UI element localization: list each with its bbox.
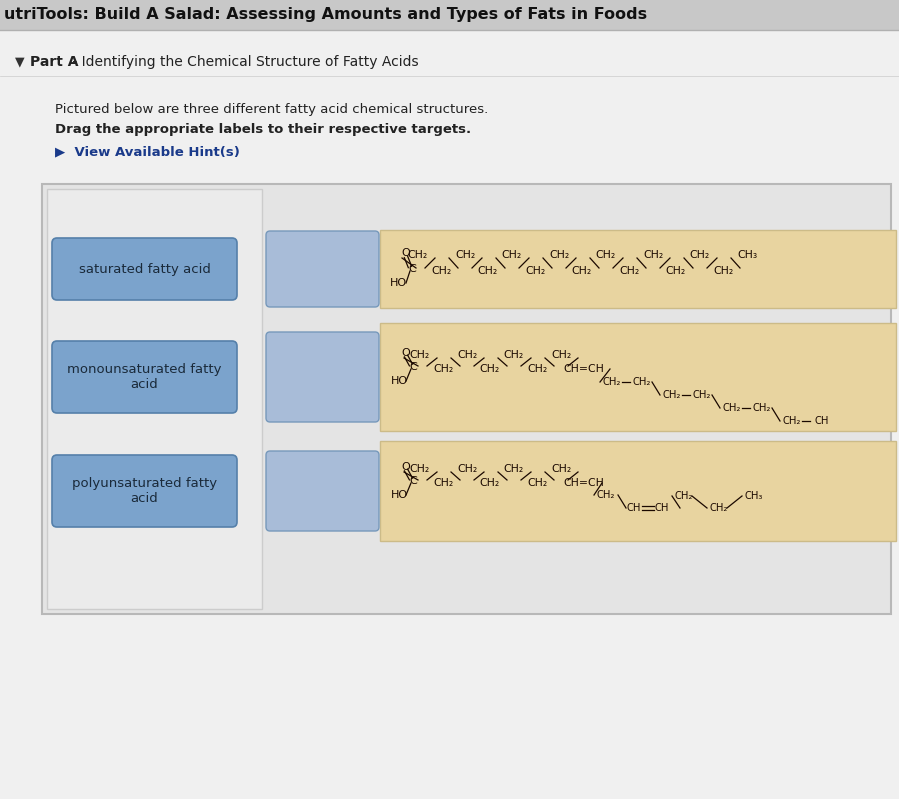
- Text: CH₂: CH₂: [710, 503, 728, 513]
- Text: - Identifying the Chemical Structure of Fatty Acids: - Identifying the Chemical Structure of …: [68, 55, 419, 69]
- Text: Pictured below are three different fatty acid chemical structures.: Pictured below are three different fatty…: [55, 104, 488, 117]
- Text: CH₂: CH₂: [663, 390, 681, 400]
- Text: CH₂: CH₂: [525, 266, 545, 276]
- Text: CH₂: CH₂: [433, 478, 453, 488]
- Text: CH₂: CH₂: [549, 250, 569, 260]
- Text: O: O: [402, 462, 410, 472]
- Bar: [42, 184, 891, 614]
- Text: C: C: [409, 476, 417, 486]
- Text: C: C: [409, 362, 417, 372]
- Text: CH₂: CH₂: [619, 266, 639, 276]
- Text: CH₂: CH₂: [457, 464, 477, 474]
- Text: CH₂: CH₂: [502, 250, 522, 260]
- Text: HO: HO: [390, 490, 407, 500]
- FancyBboxPatch shape: [266, 451, 379, 531]
- Text: CH: CH: [814, 416, 829, 426]
- Text: CH₂: CH₂: [633, 377, 651, 387]
- Text: CH₂: CH₂: [527, 478, 547, 488]
- Text: CH: CH: [627, 503, 641, 513]
- Text: ▼: ▼: [15, 55, 24, 69]
- FancyBboxPatch shape: [266, 332, 379, 422]
- Text: CH₂: CH₂: [457, 350, 477, 360]
- Text: HO: HO: [389, 278, 406, 288]
- Text: CH₂: CH₂: [433, 364, 453, 374]
- Text: CH₂: CH₂: [603, 377, 621, 387]
- Text: CH₂: CH₂: [666, 266, 686, 276]
- Text: CH₂: CH₂: [480, 364, 500, 374]
- Text: O: O: [402, 248, 410, 258]
- Text: CH₃: CH₃: [737, 250, 757, 260]
- Text: CH₂: CH₂: [690, 250, 710, 260]
- Text: O: O: [402, 348, 410, 358]
- Text: CH₂: CH₂: [551, 464, 571, 474]
- Text: CH₂: CH₂: [783, 416, 801, 426]
- Text: CH₂: CH₂: [713, 266, 733, 276]
- Text: CH₂: CH₂: [410, 350, 430, 360]
- Text: Part A: Part A: [30, 55, 78, 69]
- FancyBboxPatch shape: [52, 238, 237, 300]
- Text: ▶  View Available Hint(s): ▶ View Available Hint(s): [55, 145, 240, 158]
- Text: CH₂: CH₂: [596, 250, 616, 260]
- Bar: [0, 0, 899, 30]
- Text: CH₂: CH₂: [503, 350, 524, 360]
- Text: CH₂: CH₂: [410, 464, 430, 474]
- Text: Drag the appropriate labels to their respective targets.: Drag the appropriate labels to their res…: [55, 124, 471, 137]
- FancyBboxPatch shape: [52, 455, 237, 527]
- Bar: [47, 189, 262, 609]
- Text: CH₂: CH₂: [752, 403, 771, 413]
- FancyBboxPatch shape: [266, 231, 379, 307]
- Text: CH: CH: [654, 503, 669, 513]
- Text: utriTools: Build A Salad: Assessing Amounts and Types of Fats in Foods: utriTools: Build A Salad: Assessing Amou…: [4, 7, 647, 22]
- Text: monounsaturated fatty
acid: monounsaturated fatty acid: [67, 363, 222, 391]
- Text: CH₂: CH₂: [693, 390, 711, 400]
- Text: polyunsaturated fatty
acid: polyunsaturated fatty acid: [72, 477, 217, 505]
- Text: CH₂: CH₂: [408, 250, 428, 260]
- Text: C: C: [408, 264, 416, 274]
- FancyBboxPatch shape: [52, 341, 237, 413]
- Text: CH₃: CH₃: [744, 491, 763, 501]
- Text: CH₂: CH₂: [551, 350, 571, 360]
- Text: CH₂: CH₂: [527, 364, 547, 374]
- Bar: [380, 230, 896, 308]
- Text: CH₂: CH₂: [503, 464, 524, 474]
- Text: CH₂: CH₂: [643, 250, 663, 260]
- Text: saturated fatty acid: saturated fatty acid: [78, 263, 210, 276]
- Bar: [380, 441, 896, 541]
- Text: CH₂: CH₂: [480, 478, 500, 488]
- Text: CH=CH: CH=CH: [564, 478, 604, 488]
- Text: CH=CH: CH=CH: [564, 364, 604, 374]
- Text: CH₂: CH₂: [597, 490, 615, 500]
- Text: CH₂: CH₂: [675, 491, 693, 501]
- Text: HO: HO: [390, 376, 407, 386]
- Bar: [380, 323, 896, 431]
- Text: CH₂: CH₂: [723, 403, 741, 413]
- Text: CH₂: CH₂: [478, 266, 498, 276]
- Text: CH₂: CH₂: [455, 250, 476, 260]
- Text: CH₂: CH₂: [431, 266, 451, 276]
- Text: CH₂: CH₂: [572, 266, 592, 276]
